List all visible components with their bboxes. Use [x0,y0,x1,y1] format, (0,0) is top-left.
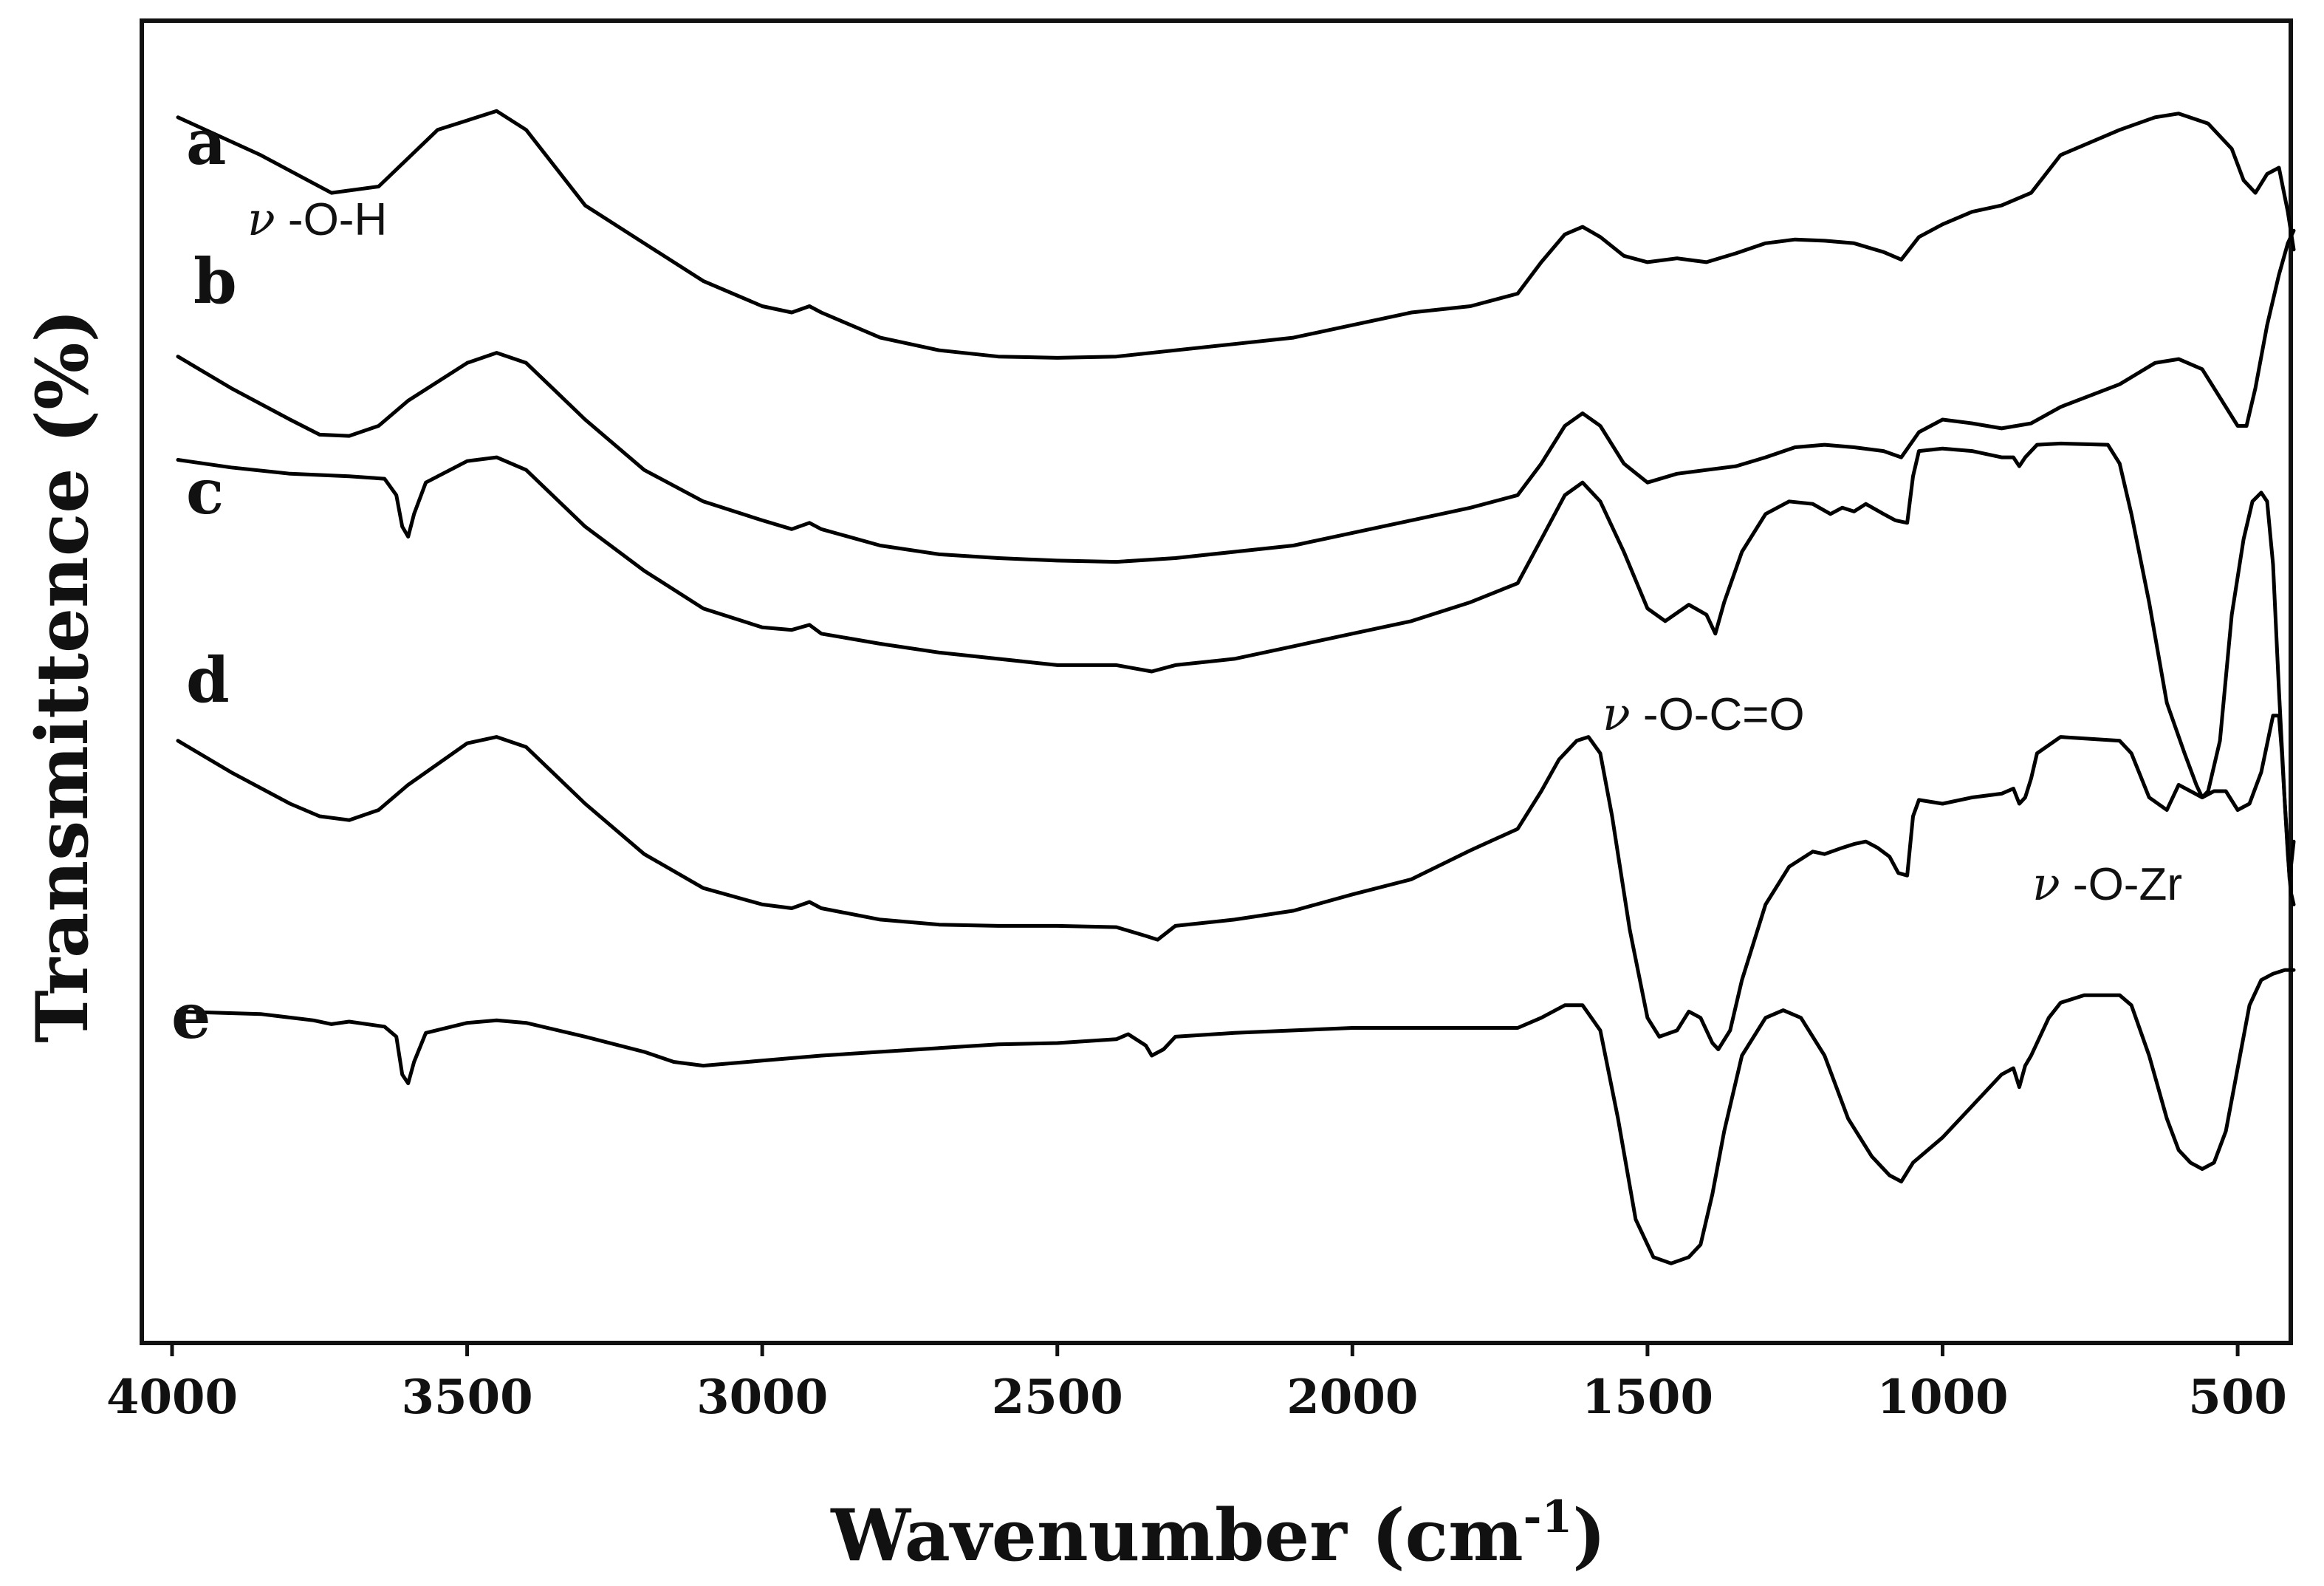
annotation-ozr: ν -O-Zr [2032,857,2182,911]
x-tick-label: 1000 [1876,1370,2008,1425]
series-line-e [176,968,2296,1265]
x-axis-title: Wavenumber (cm-1) [830,1491,1605,1577]
annotation-oh-text: -O-H [275,194,388,245]
x-axis-ticks: 4000 3500 3000 2500 2000 1500 1000 500 [106,1343,2287,1425]
x-axis-title-superscript: -1 [1523,1491,1573,1543]
x-tick-label: 3000 [696,1370,828,1425]
x-tick-label: 4000 [106,1370,238,1425]
plot-frame [140,18,2293,1345]
annotation-oh: ν -O-H [247,192,387,246]
x-tick-label: 2500 [992,1370,1123,1425]
series-line-b [176,228,2296,564]
nu-symbol: ν [2032,857,2060,911]
annotation-oco: ν -O-C=O [1603,687,1805,741]
x-tick-label: 2000 [1286,1370,1418,1425]
curve-label-c: c [186,455,224,528]
y-axis-title: Transmittence (%) [21,309,104,1043]
x-tick-label: 500 [2188,1370,2287,1425]
curve-label-d: d [186,643,230,717]
curve-label-e: e [171,980,210,1053]
x-axis-title-main: Wavenumber (cm [830,1494,1523,1577]
nu-symbol: ν [247,192,275,246]
series-line-d [176,714,2296,1051]
x-axis-title-close: ) [1572,1494,1605,1577]
annotation-oco-text: -O-C=O [1631,689,1805,740]
curve-label-b: b [193,245,237,318]
annotation-ozr-text: -O-Zr [2060,859,2182,910]
nu-symbol: ν [1603,687,1631,741]
x-tick-label: 3500 [402,1370,533,1425]
series-layer [176,109,2296,1265]
curve-label-a: a [186,106,226,179]
series-line-c [176,441,2296,881]
x-tick-label: 1500 [1582,1370,1713,1425]
series-line-a [176,109,2296,360]
